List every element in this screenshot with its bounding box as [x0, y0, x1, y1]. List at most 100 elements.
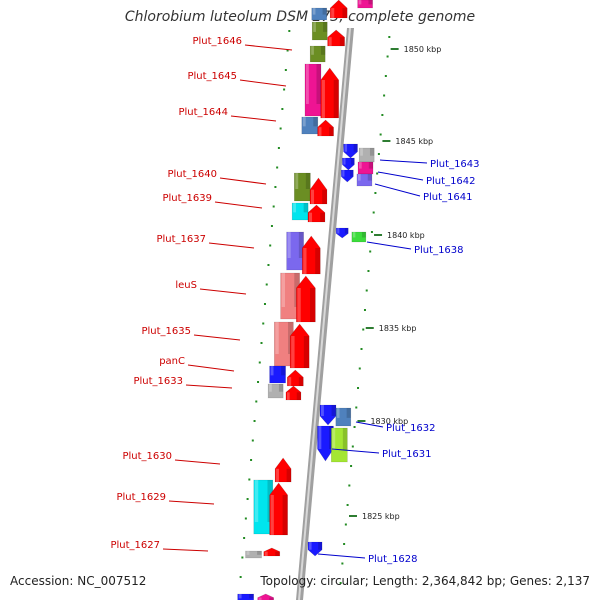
gene-label-left: Plut_1633 — [133, 376, 183, 387]
gene-feature — [263, 547, 281, 557]
svg-text:Plut_1630: Plut_1630 — [122, 451, 172, 462]
topology-text: Topology: circular; Length: 2,364,842 bp… — [260, 574, 590, 588]
gene-label-right: Plut_1643 — [430, 159, 480, 170]
gene-feature — [289, 323, 310, 369]
svg-text:Plut_1641: Plut_1641 — [423, 192, 473, 203]
gene-label-right: Plut_1641 — [423, 192, 473, 203]
svg-text:Plut_1637: Plut_1637 — [156, 234, 206, 245]
gene-label-right: Plut_1628 — [368, 554, 418, 565]
gene-feature — [286, 369, 304, 387]
kbp-marker: 1830 kbp — [357, 417, 408, 426]
gene-label-left: Plut_1629 — [116, 492, 166, 503]
svg-text:1850 kbp: 1850 kbp — [404, 45, 442, 54]
svg-text:1835 kbp: 1835 kbp — [379, 324, 417, 333]
gene-feature — [309, 45, 326, 63]
svg-text:1830 kbp: 1830 kbp — [370, 417, 408, 426]
gene-feature — [309, 177, 328, 205]
kbp-marker: 1840 kbp — [374, 231, 425, 240]
svg-text:Plut_1644: Plut_1644 — [178, 107, 228, 118]
svg-text:1845 kbp: 1845 kbp — [395, 137, 433, 146]
gene-feature — [307, 204, 326, 223]
gene-feature — [327, 29, 345, 47]
gene-feature — [269, 482, 288, 536]
gene-label-right: Plut_1631 — [382, 449, 432, 460]
svg-text:Plut_1646: Plut_1646 — [192, 36, 242, 47]
gene-feature — [335, 407, 352, 427]
gene-feature — [296, 275, 316, 323]
kbp-marker: 1845 kbp — [382, 137, 433, 146]
gene-features — [237, 0, 375, 600]
gene-feature — [285, 385, 302, 401]
gene-feature — [358, 147, 375, 163]
gene-label-left: leuS — [175, 280, 197, 291]
svg-text:Plut_1640: Plut_1640 — [167, 169, 217, 180]
gene-labels: Plut_1646 Plut_1645 Plut_1644 Plut_1640 Plut… — [110, 36, 479, 565]
gene-label-left: Plut_1644 — [178, 107, 228, 118]
svg-text:Plut_1638: Plut_1638 — [414, 245, 464, 256]
gene-label-left: Plut_1630 — [122, 451, 172, 462]
svg-text:Plut_1631: Plut_1631 — [382, 449, 432, 460]
svg-text:1825 kbp: 1825 kbp — [362, 512, 400, 521]
svg-text:Plut_1635: Plut_1635 — [141, 326, 191, 337]
gene-label-right: Plut_1638 — [414, 245, 464, 256]
svg-text:Plut_1642: Plut_1642 — [426, 176, 476, 187]
gene-label-left: Plut_1639 — [162, 193, 212, 204]
gene-feature — [267, 383, 284, 399]
gene-feature — [301, 235, 321, 275]
kbp-marker: 1825 kbp — [348, 512, 400, 521]
gene-feature — [286, 231, 304, 271]
svg-text:Plut_1627: Plut_1627 — [110, 540, 160, 551]
gene-label-left: Plut_1637 — [156, 234, 206, 245]
gene-label-left: Plut_1640 — [167, 169, 217, 180]
gene-label-left: panC — [159, 356, 185, 367]
gene-feature — [291, 202, 309, 221]
gene-feature — [307, 541, 323, 557]
gene-feature — [351, 231, 367, 243]
gene-feature — [311, 21, 328, 41]
gene-label-left: Plut_1635 — [141, 326, 191, 337]
gene-feature — [357, 0, 373, 9]
gene-feature — [342, 157, 355, 171]
gene-feature — [317, 119, 334, 137]
svg-text:Plut_1629: Plut_1629 — [116, 492, 166, 503]
gene-feature — [317, 425, 334, 462]
svg-text:leuS: leuS — [175, 280, 197, 291]
kbp-marker: 1835 kbp — [365, 324, 417, 333]
svg-text:1840 kbp: 1840 kbp — [387, 231, 425, 240]
gene-feature — [343, 143, 358, 159]
gene-label-right: Plut_1632 — [386, 423, 436, 434]
gene-label-left: Plut_1627 — [110, 540, 160, 551]
gene-feature — [311, 7, 328, 21]
svg-text:panC: panC — [159, 356, 185, 367]
gene-label-left: Plut_1646 — [192, 36, 242, 47]
gene-feature — [357, 161, 374, 175]
gene-feature — [335, 227, 349, 239]
svg-text:Plut_1645: Plut_1645 — [187, 71, 237, 82]
gene-label-left: Plut_1645 — [187, 71, 237, 82]
outer-tick-dots — [339, 36, 391, 584]
svg-text:Plut_1639: Plut_1639 — [162, 193, 212, 204]
kbp-marker: 1850 kbp — [390, 45, 442, 54]
gene-feature — [257, 593, 274, 600]
gene-feature — [319, 404, 337, 426]
gene-feature — [304, 63, 322, 117]
gene-feature — [320, 67, 340, 119]
gene-feature — [294, 172, 311, 202]
gene-feature — [237, 593, 254, 600]
svg-text:Plut_1628: Plut_1628 — [368, 554, 418, 565]
gene-feature — [356, 173, 373, 187]
gene-feature — [245, 550, 262, 559]
label-connectors — [162, 44, 428, 559]
gene-label-right: Plut_1642 — [426, 176, 476, 187]
svg-text:Plut_1643: Plut_1643 — [430, 159, 480, 170]
gene-feature — [269, 365, 286, 384]
gene-feature — [331, 427, 348, 463]
svg-text:Plut_1633: Plut_1633 — [133, 376, 183, 387]
gene-feature — [274, 457, 292, 483]
gene-feature — [329, 0, 348, 19]
gene-feature — [301, 116, 319, 135]
map-title: Chlorobium luteolum DSM 273, complete ge… — [124, 9, 476, 25]
svg-text:Plut_1632: Plut_1632 — [386, 423, 436, 434]
accession-text: Accession: NC_007512 — [10, 574, 147, 588]
